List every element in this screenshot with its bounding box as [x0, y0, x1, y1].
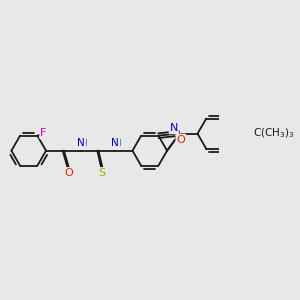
Text: S: S — [98, 168, 106, 178]
Text: N: N — [111, 138, 119, 148]
Text: F: F — [40, 128, 46, 138]
Text: H: H — [115, 139, 121, 148]
Text: N: N — [169, 123, 178, 134]
Text: C(CH$_3$)$_3$: C(CH$_3$)$_3$ — [253, 127, 295, 140]
Text: H: H — [80, 139, 87, 148]
Text: O: O — [176, 134, 185, 145]
Text: N: N — [77, 138, 85, 148]
Text: O: O — [64, 168, 73, 178]
